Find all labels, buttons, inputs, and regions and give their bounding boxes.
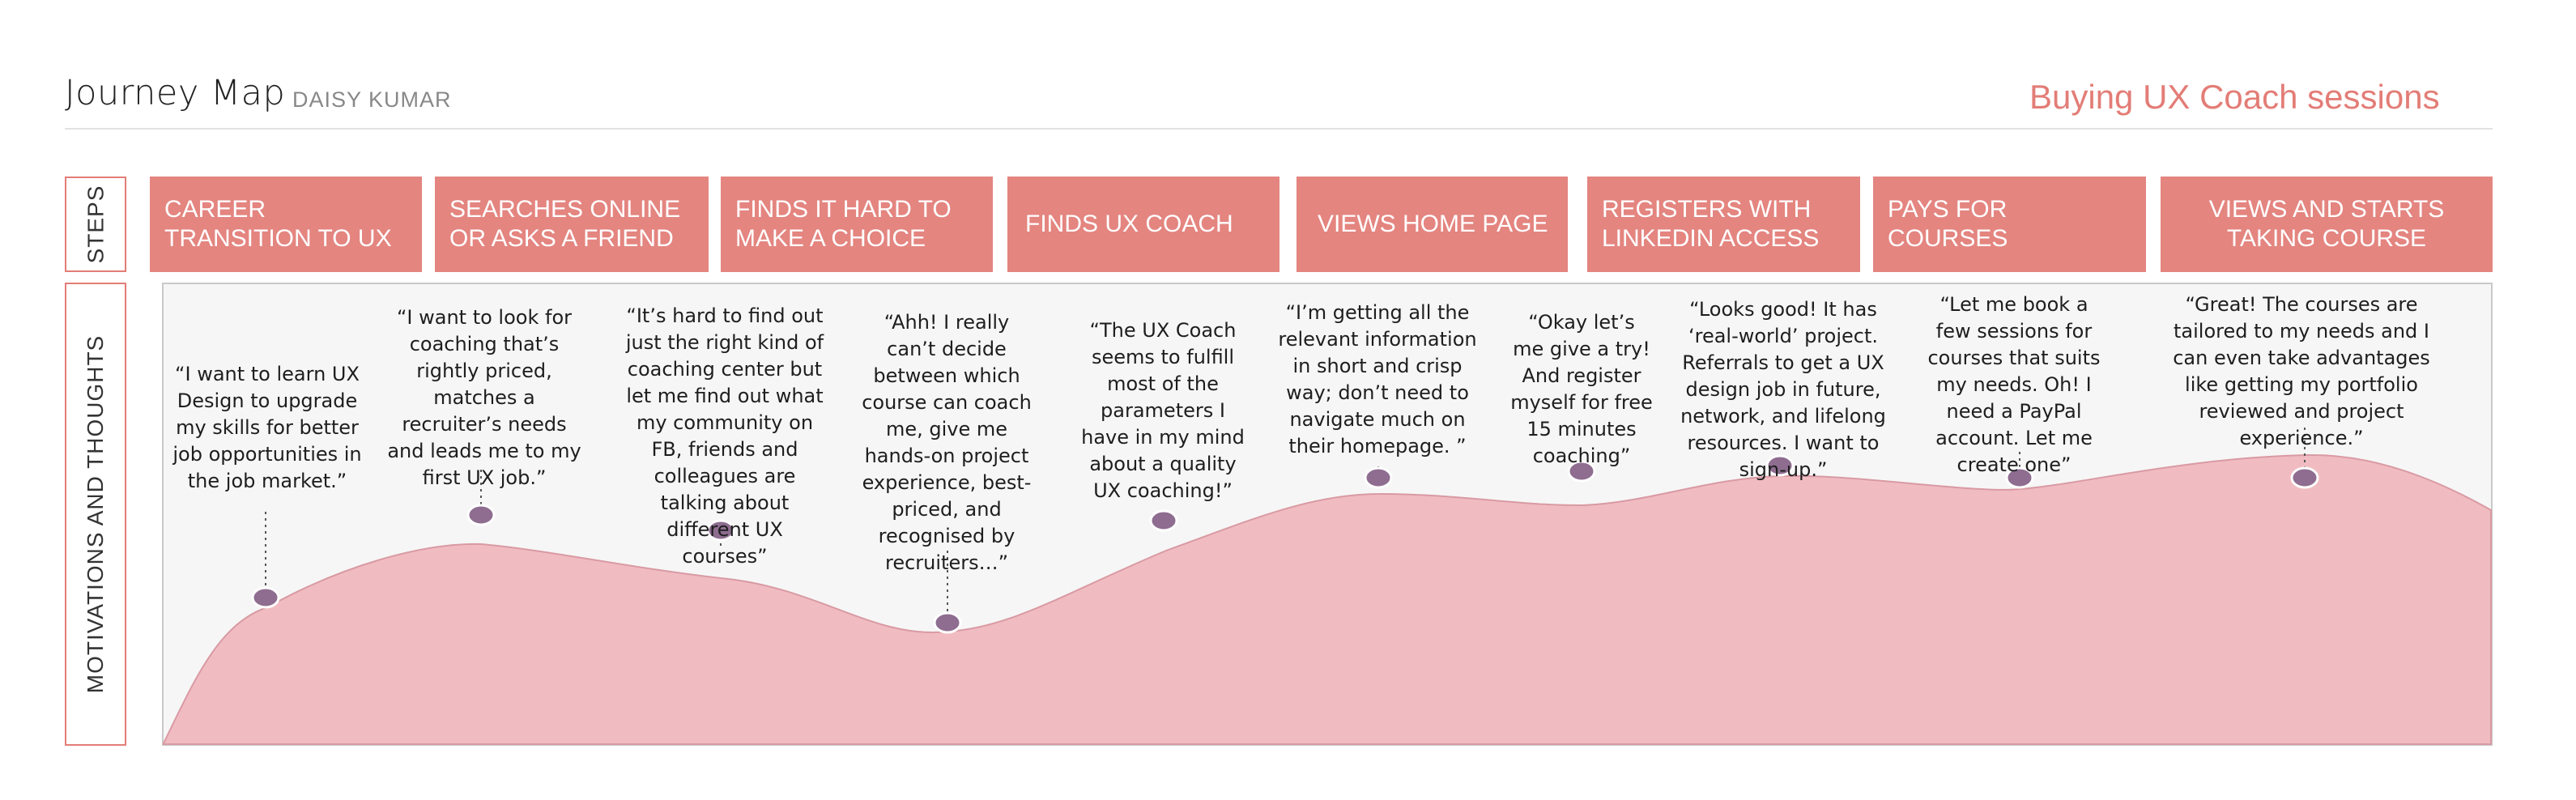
thought-career-transition: “I want to learn UX Design to upgrade my… <box>166 361 368 495</box>
emotion-marker <box>468 505 494 525</box>
thought-ahh-decide: “Ahh! I really can’t decide between whic… <box>858 309 1035 577</box>
thought-relevant-information: “I’m getting all the relevant informatio… <box>1271 300 1484 460</box>
emotion-marker <box>2292 468 2318 487</box>
thought-fulfills-parameters: “The UX Coach seems to fulfill most of t… <box>1075 317 1250 504</box>
thought-courses-tailored: “Great! The courses are tailored to my n… <box>2162 291 2441 452</box>
thought-finds-it-hard: “It’s hard to find out just the right ki… <box>624 303 826 570</box>
thought-give-a-try: “Okay let’s me give a try! And register … <box>1510 309 1653 470</box>
emotion-marker <box>1365 468 1391 487</box>
emotion-marker <box>1151 511 1177 530</box>
emotion-marker <box>253 588 279 607</box>
emotion-area <box>164 455 2491 744</box>
thought-searches-online: “I want to look for coaching that’s righ… <box>387 304 581 491</box>
emotion-marker <box>935 613 960 632</box>
thought-looks-good: “Looks good! It has ‘real-world’ project… <box>1670 296 1897 483</box>
thought-book-sessions: “Let me book a few sessions for courses … <box>1921 291 2107 479</box>
